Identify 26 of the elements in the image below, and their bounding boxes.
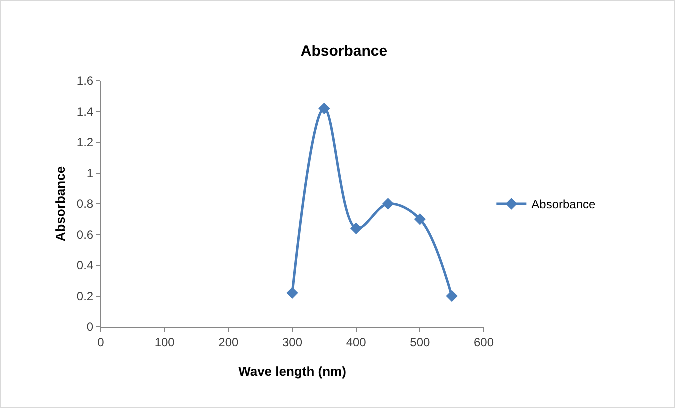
x-tick-label: 500 — [410, 335, 430, 350]
point — [382, 198, 394, 210]
y-tick-label: 0.4 — [76, 258, 94, 273]
point — [414, 214, 426, 226]
x-tick-label: 600 — [474, 335, 494, 350]
point — [446, 290, 458, 302]
y-tick-label: 0.8 — [76, 197, 94, 212]
x-tick-label: 200 — [218, 335, 239, 350]
y-tick-label: 1.6 — [76, 74, 94, 88]
point — [350, 222, 362, 234]
y-tick-label: 1.2 — [76, 136, 94, 150]
y-tick-label: 1 — [86, 166, 94, 180]
y-tick-label: 0.2 — [76, 289, 94, 304]
y-tick-label: 1.4 — [76, 104, 94, 119]
x-axis-title: Wave length (nm) — [238, 364, 346, 379]
y-axis-title: Absorbance — [53, 166, 68, 242]
y-tick-label: 0 — [86, 320, 94, 334]
x-tick-label: 100 — [154, 335, 176, 350]
point — [286, 287, 298, 300]
x-tick-label: 400 — [346, 335, 367, 350]
x-tick-label: 0 — [98, 335, 105, 350]
point — [318, 102, 330, 115]
chart-title: Absorbance — [300, 43, 388, 60]
legend-label: Absorbance — [532, 198, 596, 212]
x-tick-label: 300 — [282, 335, 303, 350]
y-tick-label: 0.6 — [76, 228, 94, 242]
